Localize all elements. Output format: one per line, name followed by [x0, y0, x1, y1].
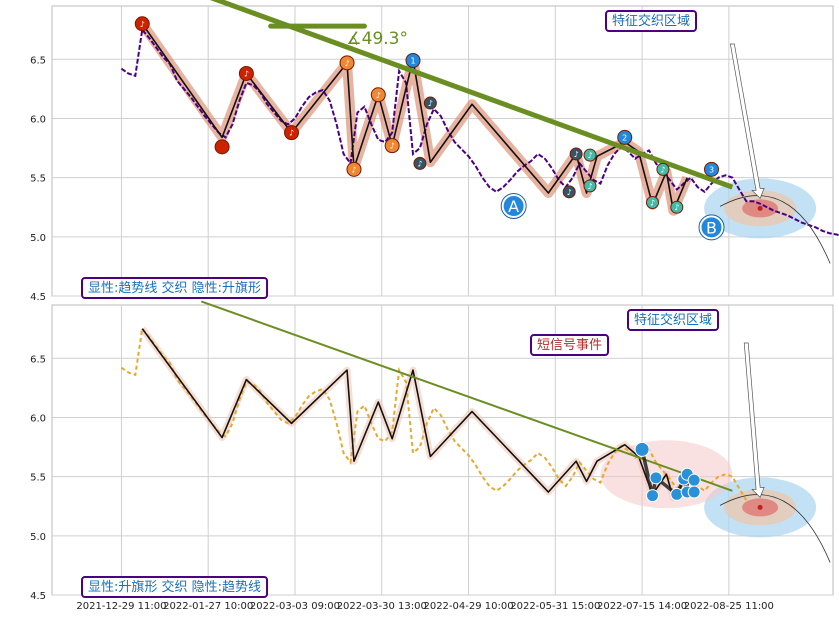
signal-badge-box	[530, 334, 610, 356]
signal-marker-label: ♪	[244, 69, 249, 78]
signal-marker	[214, 139, 230, 155]
zone-arrow	[729, 43, 765, 200]
x-tick-label: 2022-03-03 09:00	[250, 601, 340, 612]
angle-label: ∡49.3°	[346, 29, 408, 49]
signal-marker-label: ♪	[567, 188, 572, 197]
signal-marker	[562, 185, 576, 199]
signal-marker	[617, 129, 633, 145]
x-tick-label: 2022-04-29 10:00	[423, 601, 513, 612]
y-tick-label: 5.5	[30, 174, 46, 185]
zone-arrow	[743, 342, 765, 499]
signal-badge-text: 短信号事件	[537, 338, 602, 353]
signal-marker-label: ♪	[289, 129, 294, 138]
signal-marker-label: ♪	[587, 182, 592, 191]
signal-marker	[346, 161, 362, 177]
zone-badge-text: 特征交织区域	[612, 13, 690, 29]
zigzag-line	[141, 23, 688, 212]
signal-marker	[646, 195, 660, 209]
x-tick-label: 2021-12-29 11:00	[76, 601, 166, 612]
signal-marker	[583, 179, 597, 193]
signal-marker	[501, 194, 526, 219]
zone-center	[757, 205, 763, 211]
signal-marker	[384, 138, 400, 154]
signal-marker	[656, 162, 670, 176]
pattern-badge-box	[81, 277, 269, 299]
signal-badge: 短信号事件	[530, 334, 610, 356]
signal-marker-ring	[500, 193, 527, 220]
bottom-panel: 4.5 5.0 5.5 6.0 6.5 显性:升旗形 交织 隐性:趋势线 特征交织区域短信号…	[30, 300, 834, 602]
zone-badge-box	[605, 10, 698, 32]
y-tick-label: 6.5	[30, 354, 46, 365]
zone-badge: 特征交织区域	[627, 309, 720, 331]
pattern-badge-text: 显性:趋势线 交织 隐性:升旗形	[88, 280, 261, 296]
price-line	[120, 27, 839, 237]
top-panel: 4.5 5.0 5.5 6.0 6.5 ∡49.3° ♪ ♪ ♪ ♪ ♪ ♪ ♪ 1 ♪ ♪ ♪ ♪ ♪ ♪ 2 ♪ ♪ ♪ 3…	[30, 0, 839, 303]
signal-marker-label: ♪	[587, 151, 592, 160]
signal-point	[687, 473, 701, 487]
y-tick-label: 6.0	[30, 413, 46, 424]
x-tick-label: 2022-05-31 15:00	[510, 601, 600, 612]
signal-marker-label: 1	[410, 56, 415, 65]
signal-marker	[704, 161, 720, 177]
signal-marker-label: ♪	[376, 91, 381, 100]
signal-marker	[423, 96, 437, 110]
signal-marker	[370, 87, 386, 103]
y-tick-label: 4.5	[30, 292, 46, 303]
zone-badge-text: 特征交织区域	[634, 312, 712, 328]
zone-badge-box	[627, 309, 720, 331]
signal-marker	[339, 55, 355, 71]
signal-marker-label: B	[706, 218, 717, 237]
y-tick-label: 6.5	[30, 55, 46, 66]
x-tick-label: 2022-07-15 14:00	[597, 601, 687, 612]
y-tick-label: 4.5	[30, 591, 46, 602]
signal-marker-label: ♪	[674, 203, 679, 212]
signal-marker-label: 2	[622, 133, 627, 142]
signal-marker-label: 3	[709, 165, 714, 174]
signal-marker	[405, 52, 421, 68]
signal-marker-label: ♪	[344, 59, 349, 68]
projection-arc	[719, 494, 831, 563]
signal-marker-label: ♪	[660, 165, 665, 174]
signal-point	[634, 441, 650, 457]
x-tick-label: 2022-01-27 10:00	[163, 601, 253, 612]
signal-point	[687, 485, 701, 499]
pattern-badge-text: 显性:升旗形 交织 隐性:趋势线	[88, 579, 261, 595]
signal-marker	[670, 200, 684, 214]
signal-marker	[583, 148, 597, 162]
pattern-badge: 显性:升旗形 交织 隐性:趋势线	[81, 576, 269, 598]
zone-badge: 特征交织区域	[605, 10, 698, 32]
signal-marker	[238, 65, 254, 81]
signal-marker-label: ♪	[428, 99, 433, 108]
signal-marker	[284, 125, 300, 141]
signal-marker	[134, 16, 150, 32]
signal-point	[646, 489, 660, 503]
pattern-badge-box	[81, 576, 269, 598]
projection-arc	[719, 195, 831, 264]
signal-marker-label: ♪	[140, 20, 145, 29]
signal-marker-label: ♪	[650, 198, 655, 207]
y-tick-label: 5.0	[30, 233, 46, 244]
x-tick-label: 2022-08-25 11:00	[684, 601, 774, 612]
signal-marker-ring	[698, 214, 725, 241]
signal-marker-label: A	[508, 197, 519, 216]
y-tick-label: 6.0	[30, 114, 46, 125]
signal-marker-label: ♪	[351, 165, 356, 174]
zone-center	[757, 504, 763, 510]
y-tick-label: 5.5	[30, 473, 46, 484]
signal-point	[649, 471, 663, 485]
signal-marker	[413, 156, 427, 170]
signal-marker-label: ♪	[390, 142, 395, 151]
signal-marker-label: ♪	[417, 159, 422, 168]
pattern-badge: 显性:趋势线 交织 隐性:升旗形	[81, 277, 269, 299]
y-tick-label: 5.0	[30, 532, 46, 543]
x-tick-label: 2022-03-30 13:00	[337, 601, 427, 612]
signal-marker	[569, 147, 583, 161]
signal-marker	[699, 215, 724, 240]
signal-marker-label: ♪	[574, 150, 579, 159]
plot-frame	[51, 304, 834, 596]
